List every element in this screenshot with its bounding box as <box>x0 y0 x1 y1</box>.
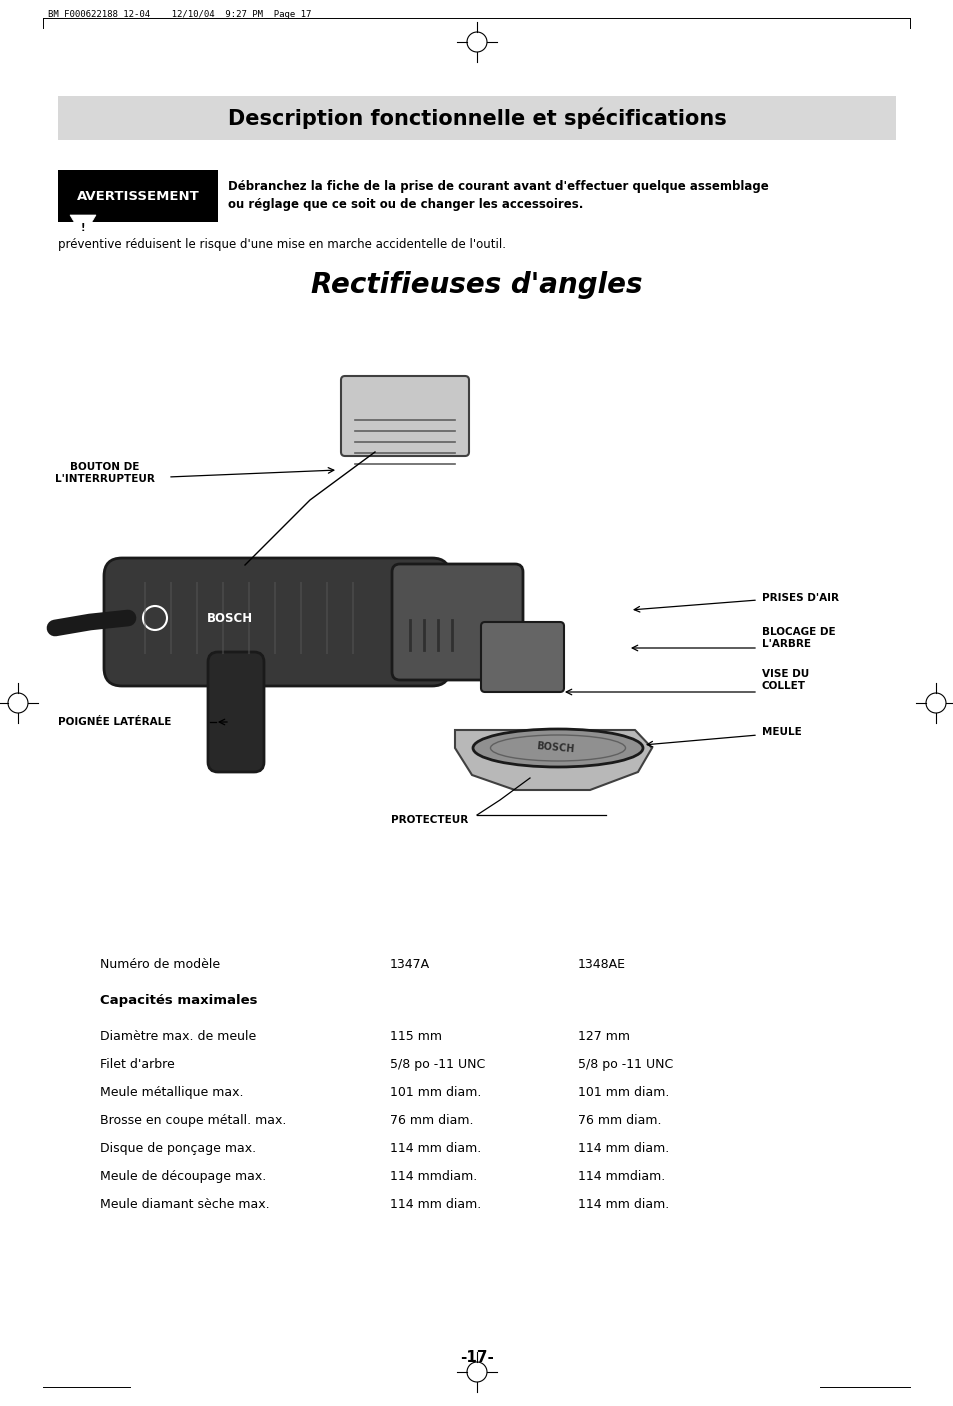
Text: VISE DU
COLLET: VISE DU COLLET <box>761 669 808 692</box>
Text: Disque de ponçage max.: Disque de ponçage max. <box>100 1142 255 1154</box>
FancyBboxPatch shape <box>480 621 563 692</box>
FancyBboxPatch shape <box>104 558 450 686</box>
Text: !: ! <box>81 224 85 233</box>
Polygon shape <box>455 730 651 790</box>
Text: Filet d'arbre: Filet d'arbre <box>100 1057 174 1071</box>
Text: Capacités maximales: Capacités maximales <box>100 994 257 1007</box>
Text: 5/8 po -11 UNC: 5/8 po -11 UNC <box>578 1057 673 1071</box>
Ellipse shape <box>473 728 642 768</box>
Text: POIGNÉE LATÉRALE: POIGNÉE LATÉRALE <box>58 717 172 727</box>
FancyBboxPatch shape <box>340 375 469 456</box>
Text: 1347A: 1347A <box>390 957 430 972</box>
Text: BLOCAGE DE
L'ARBRE: BLOCAGE DE L'ARBRE <box>761 627 835 650</box>
Text: -17-: -17- <box>459 1351 494 1365</box>
Text: 114 mmdiam.: 114 mmdiam. <box>390 1170 476 1182</box>
Text: 76 mm diam.: 76 mm diam. <box>578 1114 660 1128</box>
Text: 115 mm: 115 mm <box>390 1031 441 1043</box>
Text: 101 mm diam.: 101 mm diam. <box>390 1085 481 1099</box>
Text: Brosse en coupe métall. max.: Brosse en coupe métall. max. <box>100 1114 286 1128</box>
Text: BOSCH: BOSCH <box>535 741 574 755</box>
Text: 5/8 po -11 UNC: 5/8 po -11 UNC <box>390 1057 485 1071</box>
Text: 114 mm diam.: 114 mm diam. <box>578 1198 669 1211</box>
Text: BOSCH: BOSCH <box>207 612 253 624</box>
Text: Débranchez la fiche de la prise de courant avant d'effectuer quelque assemblage
: Débranchez la fiche de la prise de coura… <box>228 180 768 211</box>
Text: 114 mmdiam.: 114 mmdiam. <box>578 1170 664 1182</box>
Text: Meule de découpage max.: Meule de découpage max. <box>100 1170 266 1182</box>
Polygon shape <box>70 215 96 238</box>
Text: BM F000622188 12-04    12/10/04  9:27 PM  Page 17: BM F000622188 12-04 12/10/04 9:27 PM Pag… <box>48 10 311 20</box>
Text: Rectifieuses d'angles: Rectifieuses d'angles <box>311 271 642 299</box>
Text: 127 mm: 127 mm <box>578 1031 629 1043</box>
FancyBboxPatch shape <box>392 564 522 681</box>
Text: 101 mm diam.: 101 mm diam. <box>578 1085 669 1099</box>
Text: Numéro de modèle: Numéro de modèle <box>100 957 220 972</box>
Text: 114 mm diam.: 114 mm diam. <box>390 1142 480 1154</box>
FancyBboxPatch shape <box>58 96 895 141</box>
Text: PROTECTEUR: PROTECTEUR <box>391 815 468 825</box>
Text: 114 mm diam.: 114 mm diam. <box>578 1142 669 1154</box>
Text: Description fonctionnelle et spécifications: Description fonctionnelle et spécificati… <box>228 107 725 129</box>
Text: PRISES D'AIR: PRISES D'AIR <box>761 593 838 603</box>
Text: MEULE: MEULE <box>761 727 801 737</box>
FancyBboxPatch shape <box>208 652 264 772</box>
Text: 114 mm diam.: 114 mm diam. <box>390 1198 480 1211</box>
FancyBboxPatch shape <box>58 170 218 222</box>
Text: AVERTISSEMENT: AVERTISSEMENT <box>76 190 199 202</box>
Text: 76 mm diam.: 76 mm diam. <box>390 1114 473 1128</box>
Text: BOUTON DE
L'INTERRUPTEUR: BOUTON DE L'INTERRUPTEUR <box>55 463 154 485</box>
Text: 1348AE: 1348AE <box>578 957 625 972</box>
Text: Diamètre max. de meule: Diamètre max. de meule <box>100 1031 256 1043</box>
Text: Meule métallique max.: Meule métallique max. <box>100 1085 243 1099</box>
Text: Meule diamant sèche max.: Meule diamant sèche max. <box>100 1198 270 1211</box>
Text: préventive réduisent le risque d'une mise en marche accidentelle de l'outil.: préventive réduisent le risque d'une mis… <box>58 238 505 252</box>
